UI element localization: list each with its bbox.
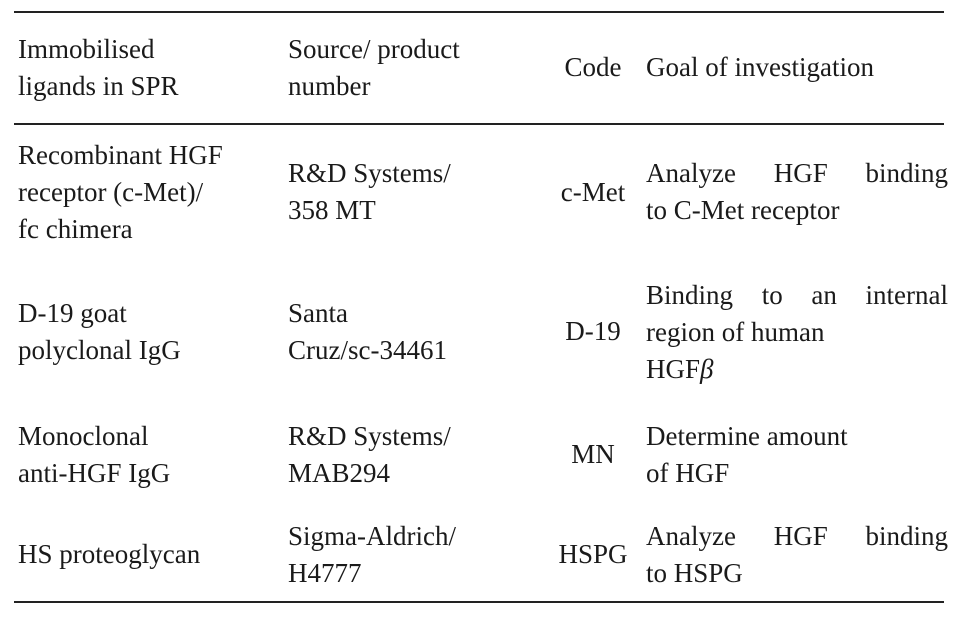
table-bottom-rule: [14, 601, 944, 603]
table-header-rule: [14, 123, 944, 125]
beta-symbol: β: [700, 354, 714, 384]
table-row-mn-ligand: Monoclonal anti-HGF IgG: [18, 421, 171, 488]
table-row-cmet-goal: Analyze HGF binding to C-Met receptor: [646, 158, 948, 225]
table-row-cmet-ligand: Recombinant HGF receptor (c-Met)/ fc chi…: [18, 140, 223, 244]
header-code: Code: [564, 52, 622, 82]
table-row-cmet-code: c-Met: [560, 177, 626, 207]
table-row-hspg-goal: Analyze HGF binding to HSPG: [646, 521, 948, 588]
table-row-d19-code: D-19: [565, 316, 621, 346]
table-row-mn-source: R&D Systems/ MAB294: [288, 421, 451, 488]
header-goal: Goal of investigation: [646, 52, 874, 82]
table-row-cmet-source: R&D Systems/ 358 MT: [288, 158, 451, 225]
table-row-hspg-source: Sigma-Aldrich/ H4777: [288, 521, 456, 588]
table-row-hspg-code: HSPG: [558, 539, 628, 569]
table-top-rule: [14, 11, 944, 13]
header-source: Source/ product number: [288, 34, 460, 101]
header-ligands: Immobilised ligands in SPR: [18, 34, 179, 101]
table-row-mn-code: MN: [571, 439, 615, 469]
table-row-d19-goal: Binding to an internal region of human H…: [646, 280, 948, 384]
table-row-hspg-ligand: HS proteoglycan: [18, 539, 201, 569]
table-row-mn-goal: Determine amount of HGF: [646, 421, 848, 488]
table-row-d19-ligand: D-19 goat polyclonal IgG: [18, 298, 181, 365]
table-row-d19-source: Santa Cruz/sc-34461: [288, 298, 447, 365]
